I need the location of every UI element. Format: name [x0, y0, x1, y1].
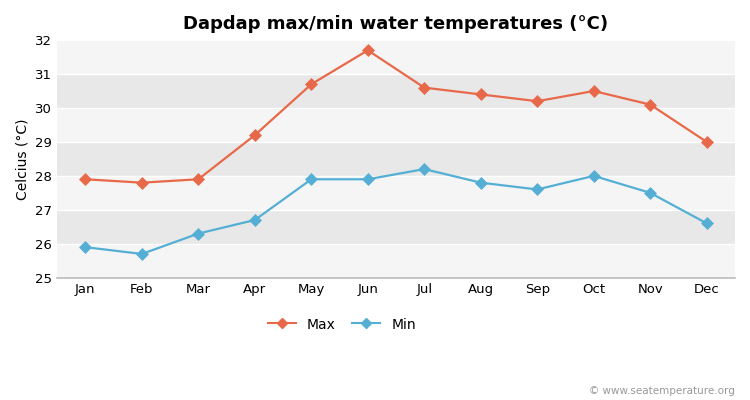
Y-axis label: Celcius (°C): Celcius (°C): [15, 118, 29, 200]
Min: [420, 167, 429, 172]
Min: [251, 218, 260, 222]
Min: [532, 187, 542, 192]
Min: [702, 221, 711, 226]
Min: [646, 190, 655, 195]
Max: [194, 177, 202, 182]
Max: [307, 82, 316, 87]
Text: © www.seatemperature.org: © www.seatemperature.org: [590, 386, 735, 396]
Bar: [57, 108, 735, 142]
Max: [532, 99, 542, 104]
Max: [137, 180, 146, 185]
Max: [476, 92, 485, 97]
Max: [702, 140, 711, 144]
Max: [81, 177, 90, 182]
Min: [363, 177, 372, 182]
Bar: [57, 142, 735, 176]
Min: [194, 231, 202, 236]
Max: [251, 133, 260, 138]
Max: [590, 89, 598, 94]
Line: Max: Max: [81, 46, 711, 187]
Line: Min: Min: [81, 165, 711, 258]
Legend: Max, Min: Max, Min: [262, 312, 422, 337]
Max: [363, 48, 372, 53]
Max: [646, 102, 655, 107]
Bar: [57, 176, 735, 210]
Min: [590, 174, 598, 178]
Bar: [57, 210, 735, 244]
Title: Dapdap max/min water temperatures (°C): Dapdap max/min water temperatures (°C): [184, 15, 608, 33]
Bar: [57, 74, 735, 108]
Bar: [57, 40, 735, 74]
Min: [81, 245, 90, 250]
Max: [420, 85, 429, 90]
Min: [137, 252, 146, 256]
Bar: [57, 244, 735, 278]
Min: [476, 180, 485, 185]
Min: [307, 177, 316, 182]
